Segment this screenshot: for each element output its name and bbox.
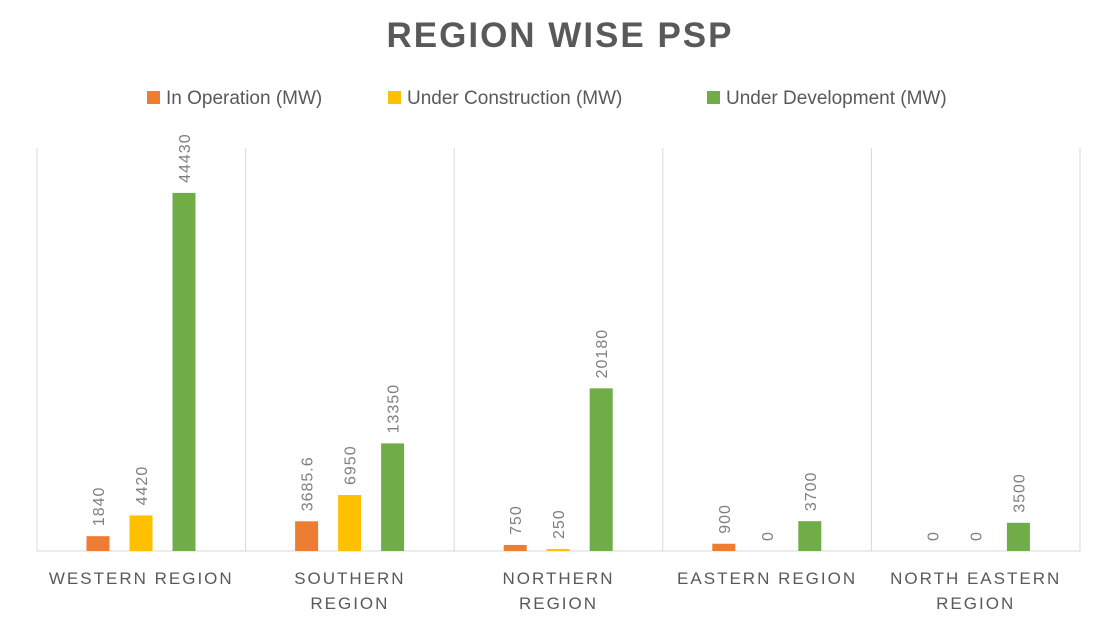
x-tick-label: REGION bbox=[519, 594, 598, 613]
x-tick-label: NORTHERN bbox=[502, 569, 614, 588]
bars bbox=[86, 192, 1030, 551]
x-axis-labels: WESTERN REGION SOUTHERN REGION NORTHERN REGI… bbox=[49, 569, 1061, 613]
bar bbox=[172, 192, 196, 551]
data-label: 0 bbox=[760, 531, 777, 541]
bar bbox=[295, 521, 319, 551]
data-label: 1840 bbox=[91, 487, 108, 527]
bar bbox=[86, 536, 110, 551]
bar bbox=[798, 521, 822, 551]
data-label: 750 bbox=[508, 505, 525, 535]
x-tick-label: SOUTHERN bbox=[294, 569, 405, 588]
bar bbox=[546, 548, 570, 551]
data-label: 0 bbox=[925, 531, 942, 541]
data-label: 3685.6 bbox=[300, 456, 317, 511]
data-label: 3500 bbox=[1011, 473, 1028, 513]
bar bbox=[381, 443, 405, 551]
bar bbox=[338, 494, 362, 551]
bar bbox=[712, 543, 736, 551]
data-label: 6950 bbox=[343, 445, 360, 485]
data-labels: 1840 3685.6 750 900 0 4420 6950 250 0 0 44430 13350… bbox=[91, 133, 1028, 541]
bar bbox=[1006, 522, 1030, 551]
legend-label: In Operation (MW) bbox=[166, 88, 322, 109]
x-tick-label: NORTH EASTERN bbox=[890, 569, 1061, 588]
data-label: 250 bbox=[551, 509, 568, 539]
data-label: 44430 bbox=[177, 133, 194, 183]
data-label: 4420 bbox=[134, 466, 151, 506]
x-tick-label: REGION bbox=[310, 594, 389, 613]
legend-swatch bbox=[147, 91, 160, 104]
data-label: 13350 bbox=[386, 384, 403, 434]
bar bbox=[129, 515, 153, 551]
data-label: 20180 bbox=[594, 329, 611, 379]
legend-label: Under Construction (MW) bbox=[407, 88, 622, 109]
x-tick-label: WESTERN REGION bbox=[49, 569, 234, 588]
x-tick-label: REGION bbox=[936, 594, 1015, 613]
legend-swatch bbox=[707, 91, 720, 104]
chart-title: REGION WISE PSP bbox=[387, 16, 734, 55]
data-label: 900 bbox=[717, 504, 734, 534]
legend-label: Under Development (MW) bbox=[726, 88, 947, 109]
bar bbox=[589, 388, 613, 551]
data-label: 0 bbox=[968, 531, 985, 541]
legend-swatch bbox=[388, 91, 401, 104]
bar bbox=[503, 544, 527, 551]
x-tick-label: EASTERN REGION bbox=[677, 569, 857, 588]
legend: In Operation (MW) Under Construction (MW)… bbox=[147, 88, 947, 109]
data-label: 3700 bbox=[803, 472, 820, 512]
